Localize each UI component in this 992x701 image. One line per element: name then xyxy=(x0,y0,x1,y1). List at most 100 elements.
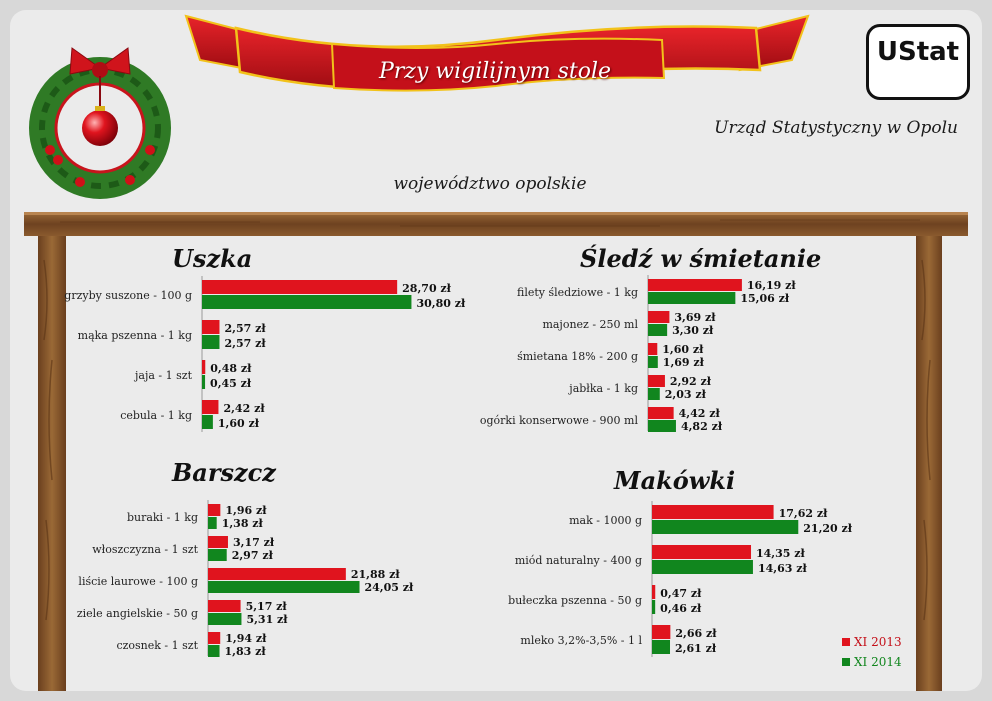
data-label: 2,57 zł xyxy=(224,322,266,335)
bar-2013 xyxy=(652,585,656,599)
bar-2013 xyxy=(208,632,221,644)
data-label: 21,88 zł xyxy=(351,568,401,581)
data-label: 2,66 zł xyxy=(675,627,717,640)
data-label: 2,42 zł xyxy=(223,402,265,415)
category-label: śmietana 18% - 200 g xyxy=(517,350,638,363)
bar-2014 xyxy=(648,356,658,368)
data-label: 17,62 zł xyxy=(779,507,829,520)
category-label: włoszczyzna - 1 szt xyxy=(92,543,198,556)
category-label: liście laurowe - 100 g xyxy=(78,575,198,588)
data-label: 2,92 zł xyxy=(670,375,712,388)
legend-label-2014: XI 2014 xyxy=(854,655,902,669)
bar-2013 xyxy=(202,360,206,374)
data-label: 14,35 zł xyxy=(756,547,806,560)
bar-2013 xyxy=(208,600,241,612)
data-label: 1,83 zł xyxy=(225,645,267,658)
ribbon-banner xyxy=(184,14,810,92)
bar-2014 xyxy=(648,420,676,432)
data-label: 15,06 zł xyxy=(740,292,790,305)
data-label: 2,03 zł xyxy=(665,388,707,401)
data-label: 2,97 zł xyxy=(232,549,274,562)
data-label: 1,60 zł xyxy=(218,417,260,430)
bar-2013 xyxy=(648,407,674,419)
data-label: 0,46 zł xyxy=(660,602,702,615)
legend-item-2014: XI 2014 xyxy=(842,652,902,672)
data-label: 3,69 zł xyxy=(674,311,716,324)
office-name: Urząd Statystyczny w Opolu xyxy=(714,118,958,138)
category-label: grzyby suszone - 100 g xyxy=(64,289,192,302)
legend-item-2013: XI 2013 xyxy=(842,632,902,652)
banner-title: Przy wigilijnym stole xyxy=(378,59,612,84)
bar-2014 xyxy=(202,295,412,309)
bar-2014 xyxy=(652,600,656,614)
category-label: bułeczka pszenna - 50 g xyxy=(508,594,642,607)
bar-2014 xyxy=(208,645,220,657)
chart-title-uszka: Uszka xyxy=(172,244,253,273)
ustat-logo: UStat xyxy=(866,24,970,100)
bar-2013 xyxy=(652,625,671,639)
wreath-icon xyxy=(29,47,171,199)
category-label: filety śledziowe - 1 kg xyxy=(517,286,638,299)
data-label: 1,60 zł xyxy=(662,343,704,356)
bar-2013 xyxy=(202,400,219,414)
bar-2013 xyxy=(648,343,658,355)
bar-2013 xyxy=(648,311,670,323)
data-label: 4,42 zł xyxy=(679,407,721,420)
category-label: czosnek - 1 szt xyxy=(116,639,198,652)
bar-2014 xyxy=(202,415,213,429)
category-label: buraki - 1 kg xyxy=(127,511,198,524)
bar-2013 xyxy=(652,545,752,559)
data-label: 2,61 zł xyxy=(675,642,717,655)
bar-2014 xyxy=(648,388,660,400)
data-label: 1,69 zł xyxy=(663,356,705,369)
data-label: 16,19 zł xyxy=(747,279,797,292)
category-label: mleko 3,2%-3,5% - 1 l xyxy=(520,634,642,647)
bar-2013 xyxy=(208,568,346,580)
category-label: mąka pszenna - 1 kg xyxy=(78,329,192,342)
bar-2014 xyxy=(208,549,227,561)
legend-label-2013: XI 2013 xyxy=(854,635,902,649)
legend: XI 2013 XI 2014 xyxy=(842,632,902,672)
data-label: 4,82 zł xyxy=(681,420,723,433)
category-label: ziele angielskie - 50 g xyxy=(77,607,198,620)
bar-2014 xyxy=(652,520,799,534)
category-label: miód naturalny - 400 g xyxy=(515,554,642,567)
bar-2013 xyxy=(202,320,220,334)
chart-title-sledz: Śledź w śmietanie xyxy=(580,244,822,273)
bar-2014 xyxy=(648,292,736,304)
logo-text: UStat xyxy=(876,37,960,67)
data-label: 14,63 zł xyxy=(758,562,808,575)
data-label: 24,05 zł xyxy=(365,581,415,594)
data-label: 30,80 zł xyxy=(416,297,466,310)
data-label: 3,17 zł xyxy=(233,536,275,549)
bar-2014 xyxy=(652,640,671,654)
bar-2014 xyxy=(208,613,242,625)
data-label: 28,70 zł xyxy=(402,282,452,295)
region-name: województwo opolskie xyxy=(393,174,587,194)
data-label: 5,31 zł xyxy=(246,613,288,626)
poster-card xyxy=(10,10,982,691)
data-label: 0,48 zł xyxy=(210,362,252,375)
bar-2013 xyxy=(208,504,221,516)
chart-title-barszcz: Barszcz xyxy=(172,458,276,487)
bar-2013 xyxy=(652,505,774,519)
category-label: cebula - 1 kg xyxy=(120,409,192,422)
data-label: 0,47 zł xyxy=(660,587,702,600)
category-label: jaja - 1 szt xyxy=(133,369,193,382)
data-label: 1,38 zł xyxy=(222,517,264,530)
data-label: 5,17 zł xyxy=(246,600,288,613)
category-label: majonez - 250 ml xyxy=(542,318,638,331)
bar-2013 xyxy=(202,280,398,294)
data-label: 1,96 zł xyxy=(225,504,267,517)
data-label: 2,57 zł xyxy=(224,337,266,350)
chart-title-makowki: Makówki xyxy=(614,466,736,495)
data-label: 3,30 zł xyxy=(672,324,714,337)
bar-2014 xyxy=(208,581,360,593)
legend-swatch-2013 xyxy=(842,638,850,646)
bar-2013 xyxy=(208,536,228,548)
